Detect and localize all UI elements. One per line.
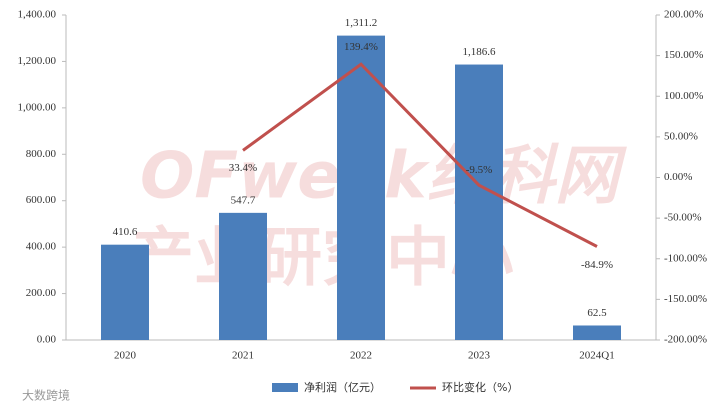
x-tick-label: 2023 (468, 350, 491, 362)
y-tick-label: 1,200.00 (18, 55, 57, 67)
x-tick-label: 2022 (350, 350, 372, 362)
y2-tick-label: -50.00% (664, 212, 702, 224)
x-tick-label: 2021 (232, 350, 254, 362)
bar-label: 410.6 (113, 226, 138, 238)
bar (337, 35, 385, 340)
y2-tick-label: 200.00% (664, 9, 703, 21)
watermark: 产业研究中心 (130, 222, 514, 296)
bar (101, 244, 149, 340)
y-tick-label: 1,400.00 (18, 9, 57, 21)
y2-tick-label: 100.00% (664, 90, 703, 102)
line-label: 139.4% (344, 41, 378, 53)
bar (219, 212, 267, 340)
bar (455, 64, 503, 341)
y-tick-label: 800.00 (26, 148, 57, 160)
y2-tick-label: -100.00% (664, 252, 707, 264)
source: 大数跨境 (22, 388, 70, 403)
line-label: -84.9% (581, 259, 613, 271)
y-tick-label: 1,000.00 (18, 101, 57, 113)
y2-tick-label: -150.00% (664, 293, 707, 305)
bar (573, 325, 621, 340)
line-label: 33.4% (229, 162, 257, 174)
y-tick-label: 200.00 (26, 287, 57, 299)
bar-label: 1,311.2 (345, 17, 378, 29)
y2-tick-label: -200.00% (664, 334, 707, 346)
legend-swatch (272, 383, 298, 392)
legend-label: 净利润（亿元） (304, 380, 381, 394)
bar-label: 62.5 (587, 307, 607, 319)
x-tick-label: 2020 (114, 350, 137, 362)
line-label: -9.5% (466, 164, 493, 176)
y-tick-label: 0.00 (37, 334, 57, 346)
x-tick-label: 2024Q1 (579, 350, 614, 362)
y2-tick-label: 150.00% (664, 49, 703, 61)
bar-label: 1,186.6 (463, 46, 497, 58)
y-tick-label: 600.00 (26, 194, 57, 206)
y-tick-label: 400.00 (26, 241, 57, 253)
line (242, 62, 598, 248)
bar-label: 547.7 (231, 194, 256, 206)
y2-tick-label: 0.00% (664, 171, 692, 183)
y2-tick-label: 50.00% (664, 130, 698, 142)
legend-label: 环比变化（%） (442, 380, 518, 394)
